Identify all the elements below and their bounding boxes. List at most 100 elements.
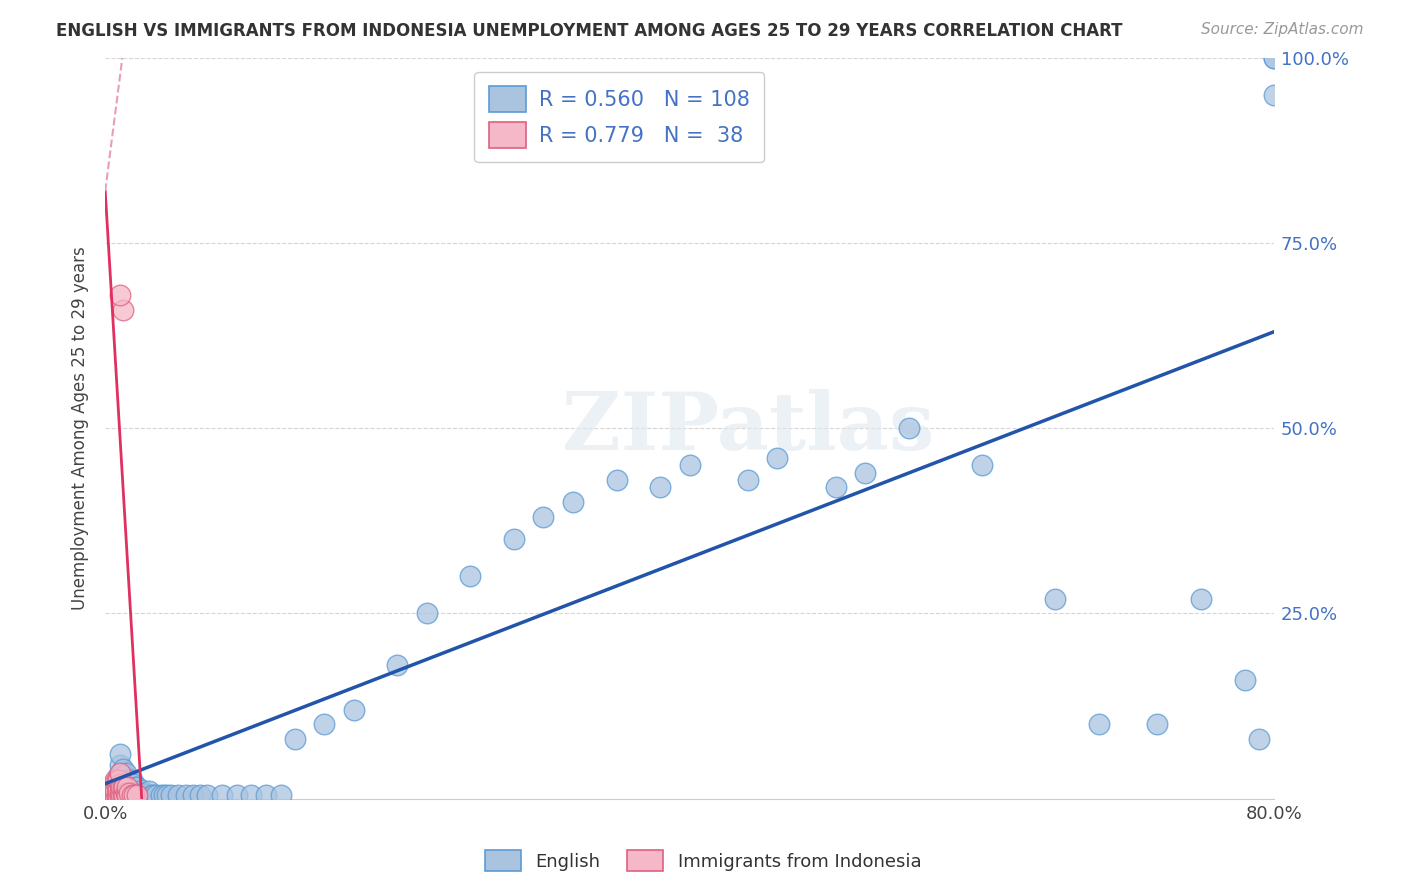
Point [104, 782, 127, 797]
Point [111, 762, 134, 776]
Point [105, 789, 128, 803]
Point [853, 466, 876, 480]
Point [107, 777, 129, 791]
Text: ENGLISH VS IMMIGRANTS FROM INDONESIA UNEMPLOYMENT AMONG AGES 25 TO 29 YEARS CORR: ENGLISH VS IMMIGRANTS FROM INDONESIA UNE… [56, 22, 1123, 40]
Point [105, 772, 128, 787]
Point [766, 450, 789, 465]
Point [100, 782, 122, 797]
Point [561, 495, 583, 509]
Point [125, 780, 148, 795]
Point [110, 775, 132, 789]
Point [108, 789, 131, 804]
Point [197, 788, 219, 802]
Point [107, 769, 129, 783]
Point [104, 777, 127, 791]
Point [111, 780, 134, 795]
Point [112, 780, 135, 795]
Point [188, 788, 211, 802]
Point [107, 782, 129, 797]
Point [121, 788, 143, 802]
Point [134, 787, 156, 801]
Point [104, 789, 127, 803]
Point [970, 458, 993, 472]
Point [254, 788, 277, 802]
Point [108, 789, 131, 804]
Point [108, 786, 131, 800]
Point [1189, 591, 1212, 606]
Point [678, 458, 700, 472]
Point [160, 788, 183, 802]
Point [415, 607, 437, 621]
Point [124, 782, 146, 797]
Point [108, 765, 131, 780]
Point [1043, 591, 1066, 606]
Point [124, 777, 146, 791]
Point [110, 780, 132, 795]
Point [128, 786, 150, 800]
Point [108, 758, 131, 772]
Point [460, 569, 482, 583]
Y-axis label: Unemployment Among Ages 25 to 29 years: Unemployment Among Ages 25 to 29 years [72, 246, 89, 610]
Point [114, 765, 136, 780]
Point [115, 788, 138, 802]
Point [211, 788, 233, 802]
Point [138, 784, 160, 798]
Point [108, 287, 131, 301]
Point [108, 784, 131, 798]
Point [135, 788, 157, 802]
Point [114, 786, 136, 800]
Point [897, 421, 920, 435]
Point [103, 777, 125, 791]
Point [533, 510, 555, 524]
Point [101, 784, 124, 798]
Point [107, 789, 129, 803]
Point [110, 782, 132, 797]
Point [111, 788, 134, 802]
Point [124, 789, 146, 803]
Point [115, 780, 138, 795]
Point [125, 787, 148, 801]
Point [115, 788, 138, 802]
Point [1087, 717, 1109, 731]
Point [108, 772, 131, 787]
Point [107, 789, 129, 803]
Point [1263, 51, 1285, 65]
Point [101, 786, 124, 800]
Point [104, 789, 127, 804]
Point [145, 788, 167, 802]
Point [118, 788, 141, 802]
Point [108, 780, 131, 795]
Point [127, 788, 149, 802]
Point [174, 788, 197, 802]
Point [131, 788, 153, 802]
Point [737, 473, 759, 487]
Point [132, 786, 155, 800]
Point [284, 732, 307, 747]
Point [138, 788, 160, 802]
Point [103, 789, 125, 803]
Point [111, 788, 134, 802]
Point [111, 302, 134, 317]
Point [117, 777, 139, 791]
Point [131, 782, 153, 797]
Point [240, 788, 263, 802]
Point [107, 772, 129, 787]
Point [103, 782, 125, 797]
Point [114, 786, 136, 800]
Point [100, 788, 122, 802]
Point [98, 788, 121, 802]
Point [225, 788, 247, 802]
Point [110, 788, 132, 802]
Point [121, 772, 143, 787]
Point [181, 788, 204, 802]
Point [108, 765, 131, 780]
Point [105, 772, 128, 787]
Point [101, 789, 124, 804]
Point [155, 788, 177, 802]
Point [112, 788, 135, 802]
Point [121, 782, 143, 797]
Point [824, 480, 846, 494]
Point [100, 788, 122, 802]
Point [1263, 87, 1285, 102]
Point [142, 788, 165, 802]
